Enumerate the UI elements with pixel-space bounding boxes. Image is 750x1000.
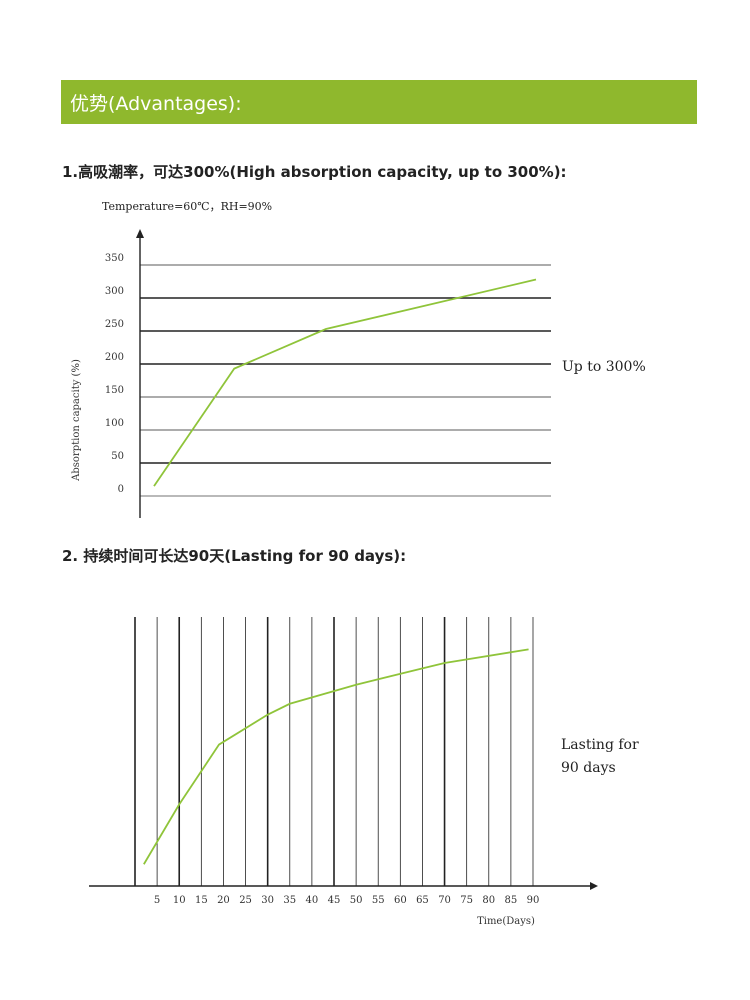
duration-chart-plot: 5 10 15 20 25 30 35 40 45 50 55 60 65 70 75 80 85 90 Time(… [89, 617, 598, 927]
test-condition: Temperature=60℃，RH=90% [102, 200, 273, 213]
x-tick-label: 55 [372, 895, 385, 906]
x-tick-label: 60 [394, 895, 407, 906]
duration-callout-line1: Lasting for [561, 737, 639, 753]
y-axis-arrow [136, 229, 144, 238]
y-tick-label: 100 [105, 418, 124, 429]
duration-callout: Lasting for 90 days [561, 734, 639, 780]
y-tick-label: 50 [111, 451, 124, 462]
absorption-chart-plot: 0 50 100 150 200 250 300 350 Absorption capacity… [71, 229, 551, 518]
x-tick-label: 25 [239, 895, 252, 906]
y-axis-label: Absorption capacity (%) [71, 359, 82, 482]
x-tick-label: 45 [328, 895, 341, 906]
banner-title: 优势(Advantages): [70, 93, 242, 115]
x-tick-label: 20 [217, 895, 230, 906]
x-axis-arrow [590, 882, 598, 890]
y-tick-label: 150 [105, 385, 124, 396]
x-tick-label: 85 [505, 895, 518, 906]
x-tick-label: 5 [154, 895, 160, 906]
capacity-callout: Up to 300% [562, 359, 646, 375]
x-tick-label: 50 [350, 895, 363, 906]
advantages-banner: 优势(Advantages): [61, 80, 697, 124]
x-tick-label: 35 [283, 895, 296, 906]
x-tick-label: 10 [173, 895, 186, 906]
duration-callout-line2: 90 days [561, 760, 616, 776]
x-tick-label: 15 [195, 895, 208, 906]
y-tick-label: 0 [118, 484, 124, 495]
x-tick-label: 80 [482, 895, 495, 906]
x-tick-label: 40 [306, 895, 319, 906]
x-tick-label: 70 [438, 895, 451, 906]
x-axis-label: Time(Days) [477, 916, 535, 927]
y-tick-label: 350 [105, 253, 124, 264]
x-tick-label: 30 [261, 895, 274, 906]
x-tick-label: 90 [527, 895, 540, 906]
y-tick-label: 200 [105, 352, 124, 363]
y-tick-label: 250 [105, 319, 124, 330]
duration-curve [143, 648, 529, 865]
x-tick-label: 75 [460, 895, 473, 906]
section1-heading: 1.高吸潮率，可达300%(High absorption capacity, … [62, 163, 567, 181]
y-tick-label: 300 [105, 286, 124, 297]
x-tick-label: 65 [416, 895, 429, 906]
absorption-curve [153, 278, 537, 487]
section2-heading: 2. 持续时间可长达90天(Lasting for 90 days): [62, 547, 407, 565]
